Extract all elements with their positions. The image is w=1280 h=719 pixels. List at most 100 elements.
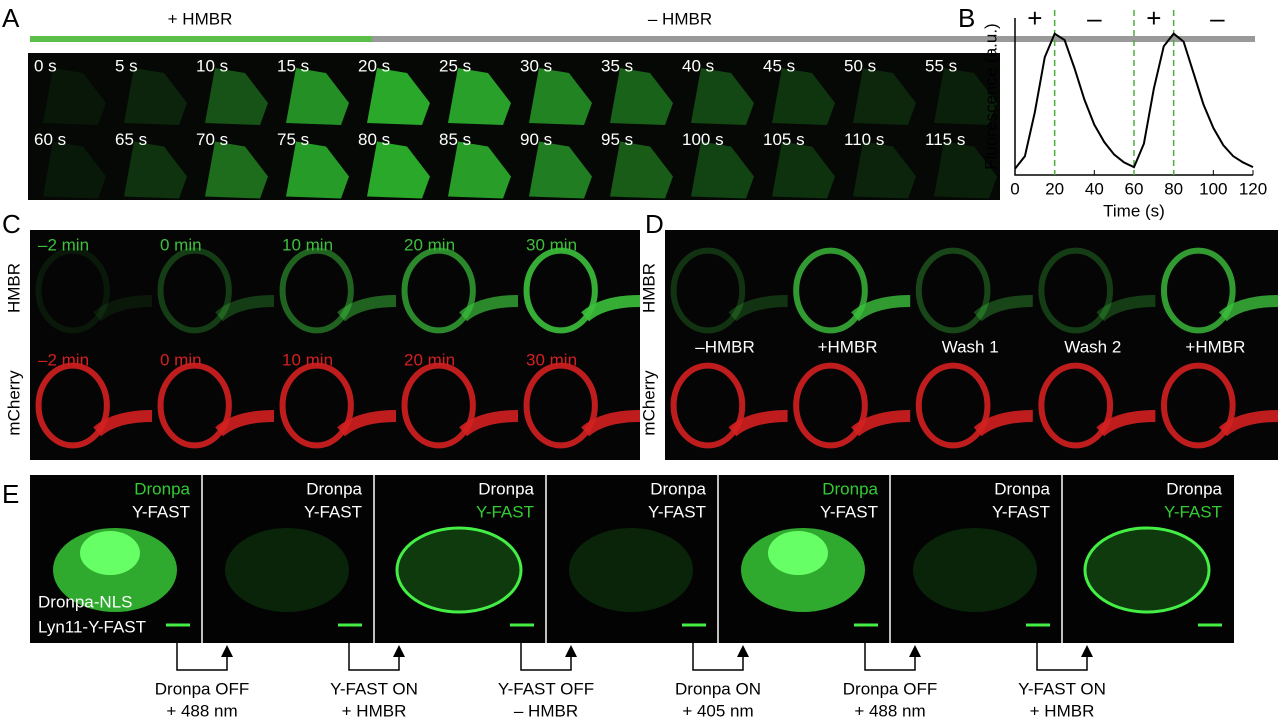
time-label: 40 s (682, 56, 714, 75)
panel-letter: B (958, 3, 975, 33)
embryo-tail (337, 410, 397, 437)
cell-image (43, 68, 106, 125)
embryo-yolk (279, 247, 354, 334)
embryo-yolk (523, 247, 598, 334)
embryo-tail (1218, 410, 1279, 437)
phase-label: – HMBR (648, 9, 712, 28)
step-label: Y-FAST ON (1018, 679, 1106, 698)
time-label: 10 min (282, 350, 333, 369)
embryo-tail (337, 295, 397, 322)
condition-label: +HMBR (1185, 337, 1245, 356)
embryo-tail (1096, 410, 1156, 437)
time-label: 20 s (358, 56, 390, 75)
step-arrow (692, 643, 744, 671)
step-label: + 488 nm (166, 701, 237, 719)
embryo-yolk (401, 247, 476, 334)
row-label: mCherry (639, 370, 658, 436)
arrow-head (1081, 645, 1093, 657)
time-label: 75 s (277, 130, 309, 149)
embryo-tail (581, 410, 641, 437)
step-arrow (864, 643, 916, 671)
embryo-tail (459, 410, 519, 437)
embryo-tail (93, 295, 153, 322)
cell-image (691, 141, 754, 199)
time-label: 110 s (844, 130, 884, 149)
time-label: 10 s (196, 56, 228, 75)
nucleus (768, 531, 828, 575)
condition-label: Wash 1 (942, 337, 999, 356)
x-tick-label: 100 (1199, 179, 1227, 198)
embryo-yolk (1160, 247, 1236, 334)
cell-image (772, 68, 835, 125)
time-label: 0 min (160, 350, 202, 369)
time-label: 45 s (763, 56, 795, 75)
panel-letter: E (2, 479, 19, 509)
embryo-yolk (35, 247, 110, 334)
row-label: HMBR (639, 263, 658, 313)
embryo-yolk (1038, 247, 1114, 334)
embryo-yolk (1038, 362, 1114, 449)
label-top: Dronpa (478, 479, 534, 498)
time-label: 30 s (520, 56, 552, 75)
step-label: Y-FAST ON (330, 679, 418, 698)
step-label: + HMBR (1030, 701, 1095, 719)
condition-label: +HMBR (818, 337, 878, 356)
cell-image (286, 68, 349, 125)
panel-letter: A (2, 3, 20, 33)
construct-label: Lyn11-Y-FAST (38, 617, 146, 636)
step-label: + 405 nm (682, 701, 753, 719)
label-top: Dronpa (822, 479, 878, 498)
step-arrow (1036, 643, 1088, 671)
arrow-head (737, 645, 749, 657)
x-axis-label: Time (s) (1103, 201, 1165, 220)
time-label: 90 s (520, 130, 552, 149)
embryo-yolk (915, 362, 991, 449)
x-tick-label: 80 (1164, 179, 1183, 198)
image-strip (28, 53, 1000, 200)
time-label: 115 s (925, 130, 965, 149)
x-tick-label: 120 (1239, 179, 1267, 198)
time-label: 0 min (160, 235, 202, 254)
phase-label: + (1146, 3, 1161, 33)
embryo-tail (215, 410, 275, 437)
row-label: HMBR (4, 263, 23, 313)
time-label: –2 min (38, 235, 89, 254)
step-arrow (348, 643, 400, 671)
cell-image (124, 68, 187, 125)
time-label: –2 min (38, 350, 89, 369)
embryo-tail (851, 295, 911, 322)
construct-label: Dronpa-NLS (38, 592, 133, 611)
label-bottom: Y-FAST (992, 502, 1050, 521)
time-label: 20 min (404, 350, 455, 369)
row-label: mCherry (4, 370, 23, 436)
phase-label: + (1027, 3, 1042, 33)
cell-image (772, 141, 835, 199)
label-bottom: Y-FAST (304, 502, 362, 521)
embryo-yolk (793, 247, 868, 334)
time-label: 0 s (34, 56, 57, 75)
time-label: 85 s (439, 130, 471, 149)
time-label: 5 s (115, 56, 138, 75)
embryo-tail (973, 410, 1033, 437)
phase-label: – (1210, 3, 1225, 33)
arrow-head (221, 645, 233, 657)
x-tick-label: 40 (1085, 179, 1104, 198)
embryo-yolk (401, 362, 476, 449)
embryo-tail (1096, 295, 1156, 322)
cell-image (853, 141, 916, 199)
step-label: Dronpa OFF (155, 679, 249, 698)
label-bottom: Y-FAST (820, 502, 878, 521)
cell-image (691, 68, 754, 125)
embryo-tail (851, 410, 911, 437)
time-label: 30 min (526, 350, 577, 369)
embryo-tail (581, 295, 641, 322)
x-tick-label: 20 (1045, 179, 1064, 198)
embryo-yolk (1160, 362, 1236, 449)
time-label: 70 s (196, 130, 228, 149)
embryo-tail (93, 410, 153, 437)
x-tick-label: 60 (1125, 179, 1144, 198)
time-label: 30 min (526, 235, 577, 254)
step-arrow (176, 643, 228, 671)
phase-label: – (1087, 3, 1102, 33)
